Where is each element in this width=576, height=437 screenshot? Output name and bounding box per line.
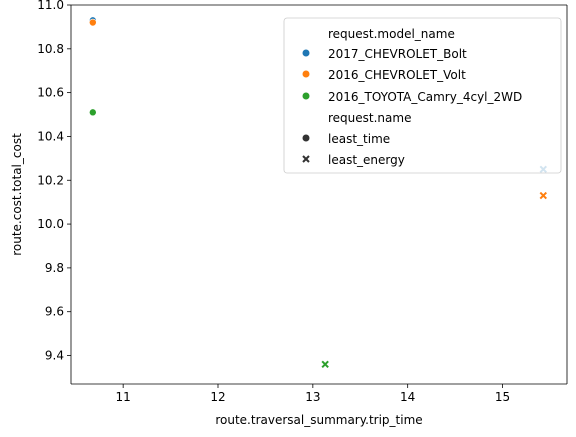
x-tick-label: 12 [210, 390, 225, 404]
data-points [89, 16, 547, 368]
y-tick-label: 10.6 [37, 86, 64, 100]
axes [70, 4, 568, 385]
legend-label-camry: 2016_TOYOTA_Camry_4cyl_2WD [328, 90, 522, 104]
data-point [89, 108, 97, 117]
legend-marker-least-time [302, 134, 310, 142]
y-tick-label: 10.4 [37, 129, 64, 143]
y-axis-label: route.cost.total_cost [10, 133, 24, 256]
legend-marker-least-energy [302, 155, 310, 163]
y-tick-label: 11.0 [37, 0, 64, 12]
legend-style-title: request.name [328, 111, 411, 125]
x-tick-label: 13 [305, 390, 320, 404]
legend-marker-camry [302, 92, 310, 100]
legend-label-volt: 2016_CHEVROLET_Volt [328, 68, 466, 82]
y-tick-label: 9.6 [45, 305, 64, 319]
x-tick-label: 11 [116, 390, 131, 404]
data-point [539, 191, 547, 200]
y-tick-label: 10.2 [37, 173, 64, 187]
x-axis-label: route.traversal_summary.trip_time [215, 413, 422, 427]
y-tick-label: 9.4 [45, 349, 64, 363]
y-ticks: 9.4 9.6 9.8 10.0 10.2 10.4 10.6 10.8 11.0 [37, 0, 71, 363]
legend-frame [283, 17, 562, 174]
legend-label-bolt: 2017_CHEVROLET_Bolt [328, 47, 467, 61]
legend: request.model_name 2017_CHEVROLET_Bolt 2… [283, 17, 562, 174]
y-tick-label: 10.0 [37, 217, 64, 231]
legend-marker-volt [302, 70, 310, 78]
x-ticks: 11 12 13 14 15 [116, 384, 510, 404]
data-point [321, 360, 329, 368]
y-tick-label: 10.8 [37, 42, 64, 56]
x-tick-label: 14 [400, 390, 415, 404]
legend-hue-title: request.model_name [328, 27, 455, 41]
data-point [89, 18, 97, 27]
legend-marker-bolt [302, 49, 310, 57]
legend-label-least-energy: least_energy [328, 153, 405, 167]
x-tick-label: 15 [495, 390, 510, 404]
legend-label-least-time: least_time [328, 132, 390, 146]
y-tick-label: 9.8 [45, 261, 64, 275]
